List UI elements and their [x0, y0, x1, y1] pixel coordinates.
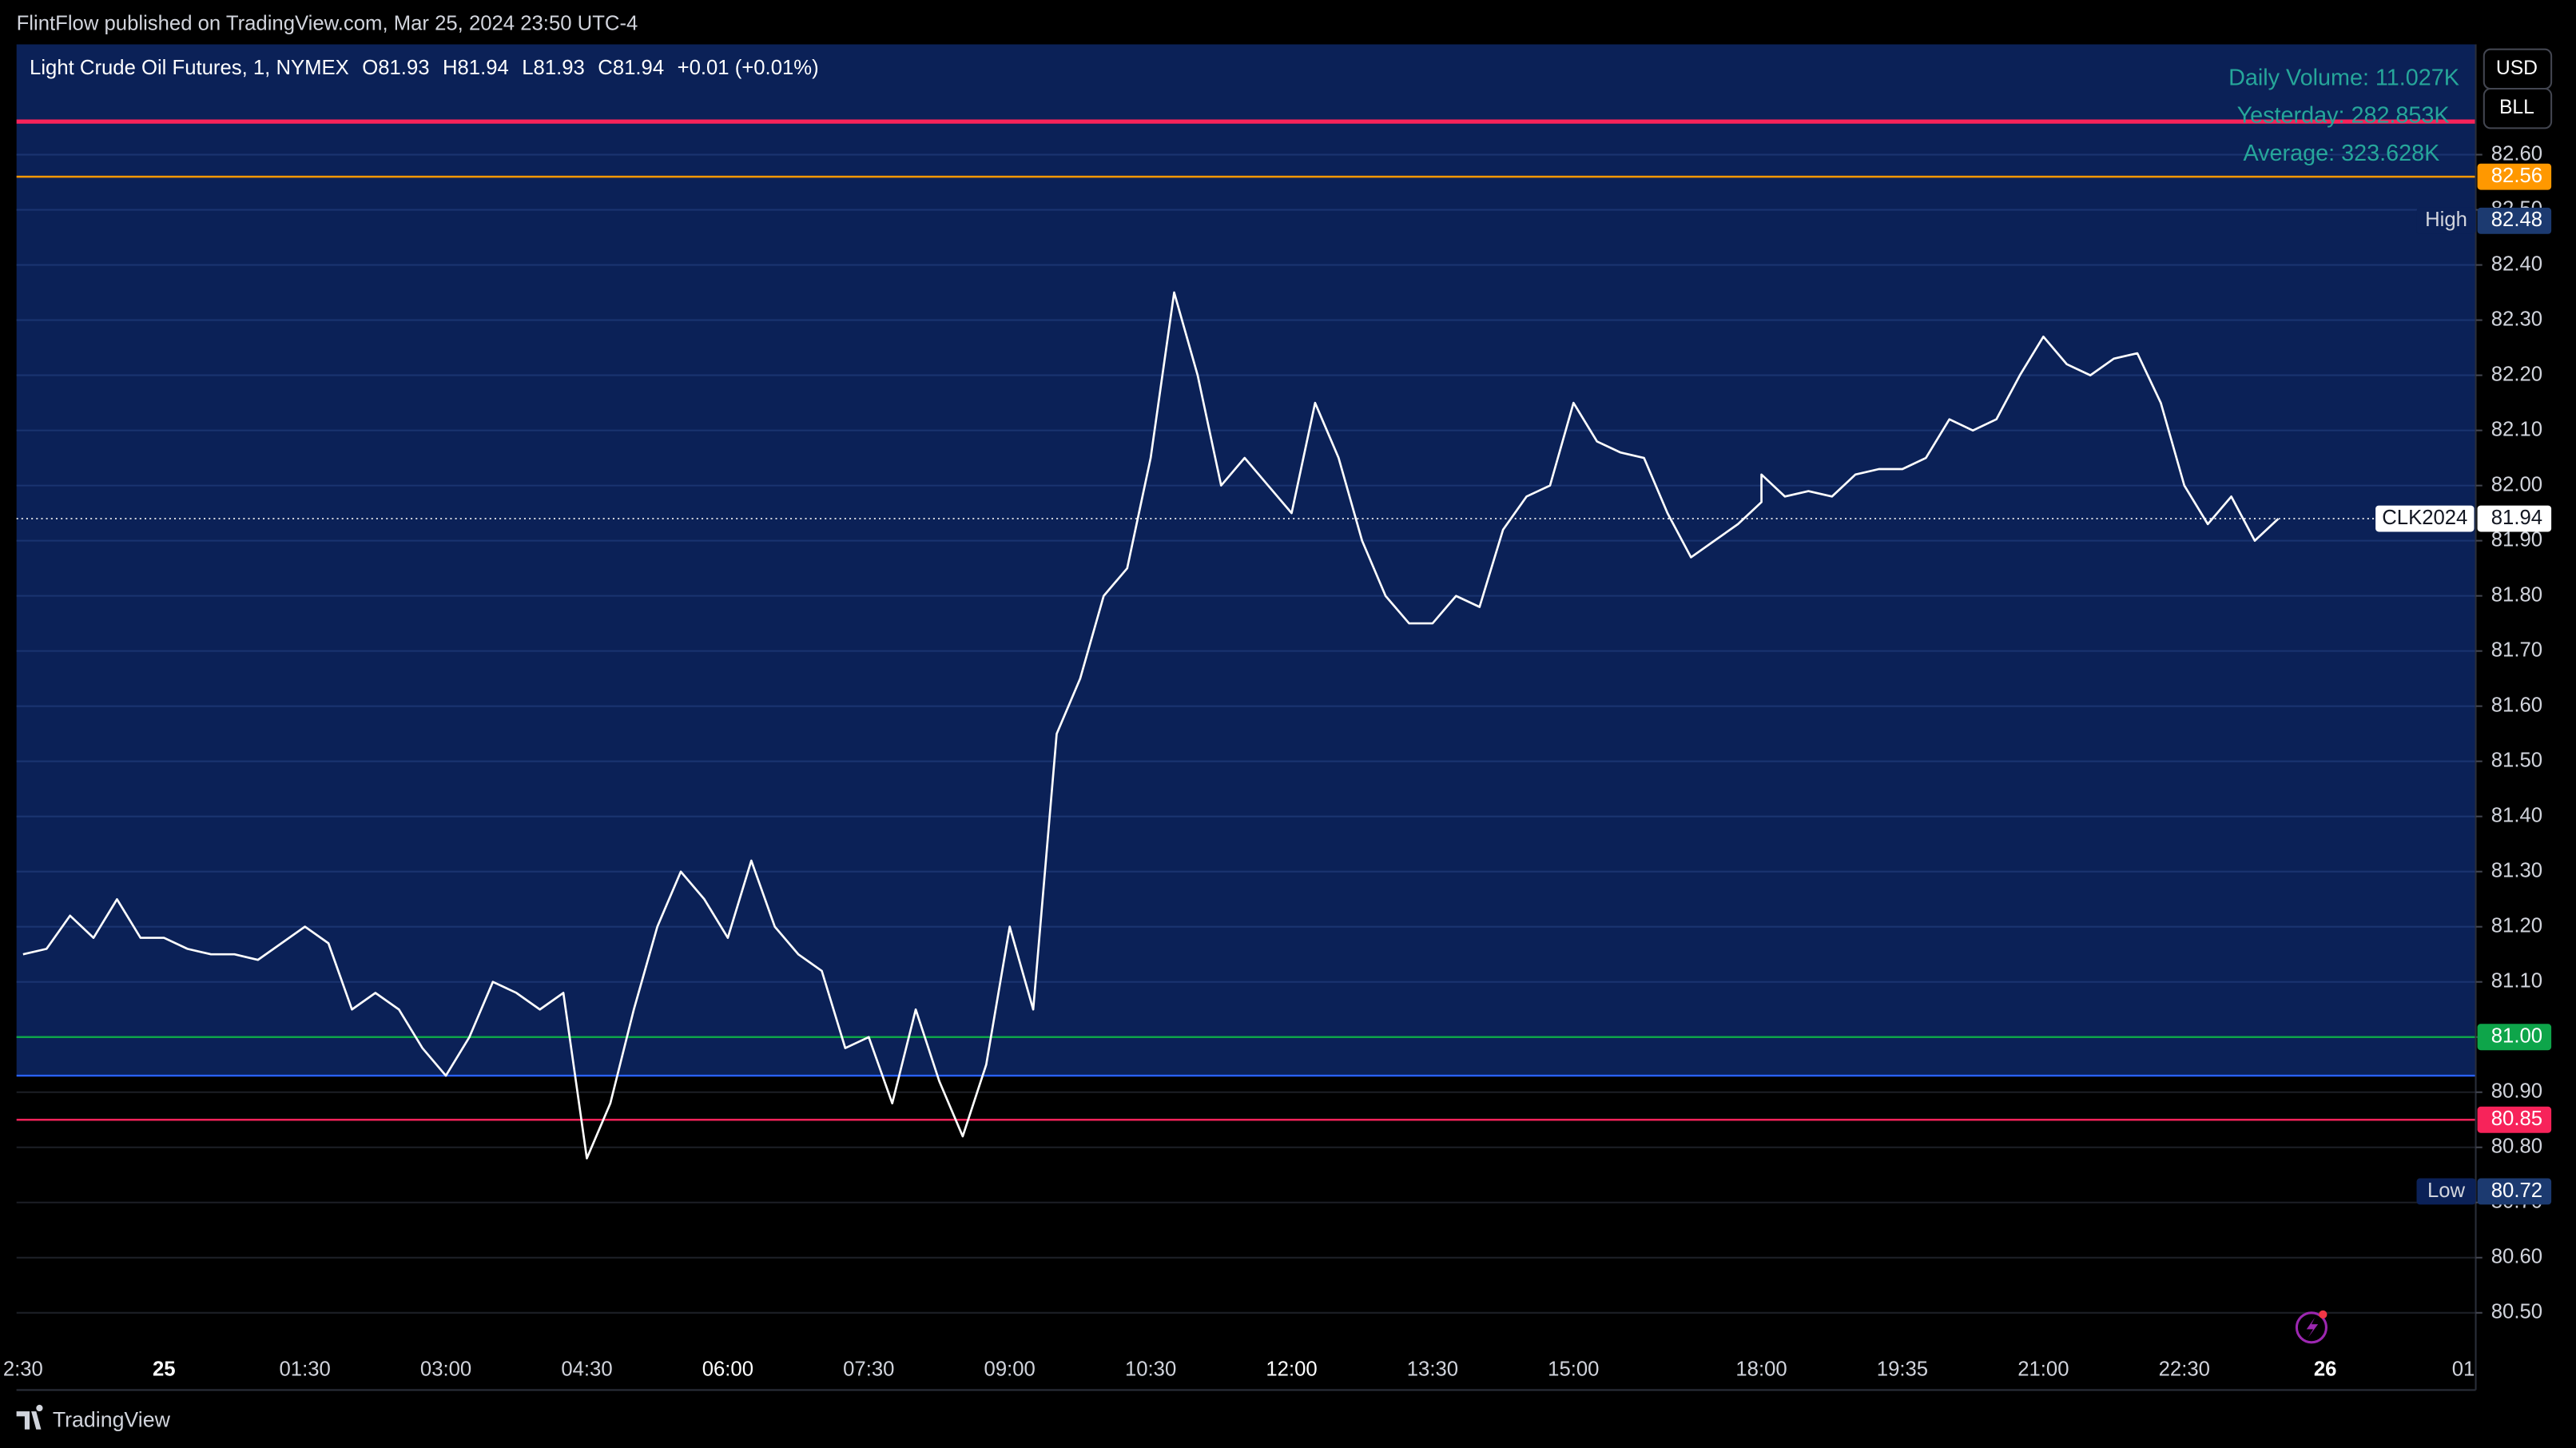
y-tick-label: 80.50	[2491, 1301, 2542, 1323]
low-tag	[2477, 1178, 2552, 1205]
x-tick-label: 01:	[2452, 1358, 2481, 1381]
level-label: 81.00	[2491, 1025, 2542, 1048]
currency-button[interactable]: USD	[2483, 48, 2553, 90]
symbol: CLK2024	[2382, 507, 2467, 529]
x-tick-label: 26	[2314, 1358, 2337, 1381]
x-tick-label: 18:00	[1735, 1358, 1787, 1381]
volume-stat: Daily Volume: 11.027K	[2228, 65, 2459, 90]
ohlc-value: L81.93	[522, 57, 585, 79]
alert-icon[interactable]	[2295, 1310, 2328, 1344]
change: +0.01 (+0.01%)	[678, 57, 819, 79]
y-tick-label: 81.80	[2491, 583, 2542, 606]
level-label: 82.56	[2491, 165, 2542, 187]
y-tick-label: 81.50	[2491, 749, 2542, 771]
x-tick-label: 12:00	[1266, 1358, 1317, 1381]
level-tag	[2477, 1024, 2552, 1051]
y-tick-label: 81.70	[2491, 638, 2542, 661]
x-tick-label: 19:35	[1877, 1358, 1928, 1381]
x-axis: 2:30 25 01:30 03:00 04:30 06:00 07:30 09:00 10:3…	[3, 1358, 2481, 1381]
ohlc-value: C81.94	[598, 57, 664, 79]
button-frame[interactable]	[2483, 87, 2553, 129]
y-axis: 80.5080.6080.7080.8080.9081.0081.1081.20…	[2475, 142, 2542, 1323]
y-tick-label: 82.60	[2491, 142, 2542, 165]
y-tick-label: 82.00	[2491, 473, 2542, 495]
brand: TradingView	[53, 1408, 171, 1432]
alert-ring[interactable]	[2295, 1311, 2328, 1344]
high-name: High	[2425, 209, 2467, 231]
y-tick-label: 81.10	[2491, 970, 2542, 993]
price-line	[22, 291, 2280, 1160]
volume-stat: Average: 323.628K	[2244, 141, 2440, 166]
y-tick-label: 80.60	[2491, 1246, 2542, 1268]
y-tick-label: 82.30	[2491, 308, 2542, 330]
y-tick-label: 81.40	[2491, 804, 2542, 826]
level-tag	[2477, 163, 2552, 190]
last-price-label: 81.94	[2491, 507, 2542, 529]
x-tick-label: 03:00	[420, 1358, 471, 1381]
y-tick-label: 81.60	[2491, 694, 2542, 716]
symbol-tag	[2375, 505, 2475, 532]
price-tags: 82.56 81.00 80.85 CLK2024 81.94 High 82.48 Low 8…	[2375, 163, 2552, 1205]
y-tick-label: 80.90	[2491, 1080, 2542, 1103]
unit-button[interactable]: BLL	[2483, 87, 2553, 129]
publisher: FlintFlow published on TradingView.com, …	[17, 13, 638, 35]
x-tick-label: 10:30	[1125, 1358, 1176, 1381]
y-tick-label: 81.30	[2491, 859, 2542, 881]
series	[22, 291, 2280, 1160]
x-tick-label: 13:30	[1407, 1358, 1458, 1381]
y-tick-label: 81.90	[2491, 528, 2542, 551]
x-tick-label: 21:00	[2017, 1358, 2069, 1381]
x-tick-label: 2:30	[3, 1358, 43, 1381]
low-name: Low	[2427, 1179, 2466, 1202]
footer: TradingView	[16, 1404, 171, 1432]
y-tick-label: 81.20	[2491, 914, 2542, 937]
currency[interactable]: USD	[2496, 58, 2538, 79]
x-tick-label: 25	[153, 1358, 176, 1381]
y-tick-label: 80.80	[2491, 1136, 2542, 1158]
plot-area	[16, 44, 2476, 1314]
low-label: 80.72	[2491, 1179, 2542, 1202]
alert-bolt[interactable]	[2306, 1317, 2319, 1338]
legend: Light Crude Oil Futures, 1, NYMEX O81.93…	[30, 57, 819, 79]
x-tick-label: 15:00	[1548, 1358, 1599, 1381]
x-tick-label: 22:30	[2159, 1358, 2210, 1381]
alert-dot[interactable]	[2319, 1310, 2328, 1319]
high-tag	[2477, 207, 2552, 234]
x-tick-label: 07:30	[843, 1358, 894, 1381]
level-label: 80.85	[2491, 1108, 2542, 1130]
session-shading	[16, 44, 2476, 1076]
high-name-tag	[2416, 207, 2476, 234]
ohlc-value: O81.93	[362, 57, 429, 79]
y-tick-label: 82.10	[2491, 418, 2542, 440]
volume-stat: Yesterday: 282.853K	[2237, 103, 2450, 129]
legend-title: Light Crude Oil Futures, 1, NYMEX	[30, 57, 349, 79]
x-tick-label: 06:00	[702, 1358, 753, 1381]
low-name-tag	[2416, 1178, 2476, 1205]
high-label: 82.48	[2491, 209, 2542, 231]
level-tag	[2477, 1106, 2552, 1133]
levels	[16, 119, 2476, 1121]
x-tick-label: 09:00	[984, 1358, 1036, 1381]
brand-logo	[16, 1404, 43, 1430]
unit[interactable]: BLL	[2499, 97, 2534, 118]
last-price-tag	[2477, 505, 2552, 532]
ohlc-value: H81.94	[443, 57, 509, 79]
x-tick-label: 04:30	[561, 1358, 612, 1381]
volume-stats: Daily Volume: 11.027K Yesterday: 282.853K…	[2228, 65, 2459, 166]
y-tick-label: 82.20	[2491, 363, 2542, 385]
y-tick-label: 82.40	[2491, 253, 2542, 275]
x-tick-label: 01:30	[280, 1358, 331, 1381]
